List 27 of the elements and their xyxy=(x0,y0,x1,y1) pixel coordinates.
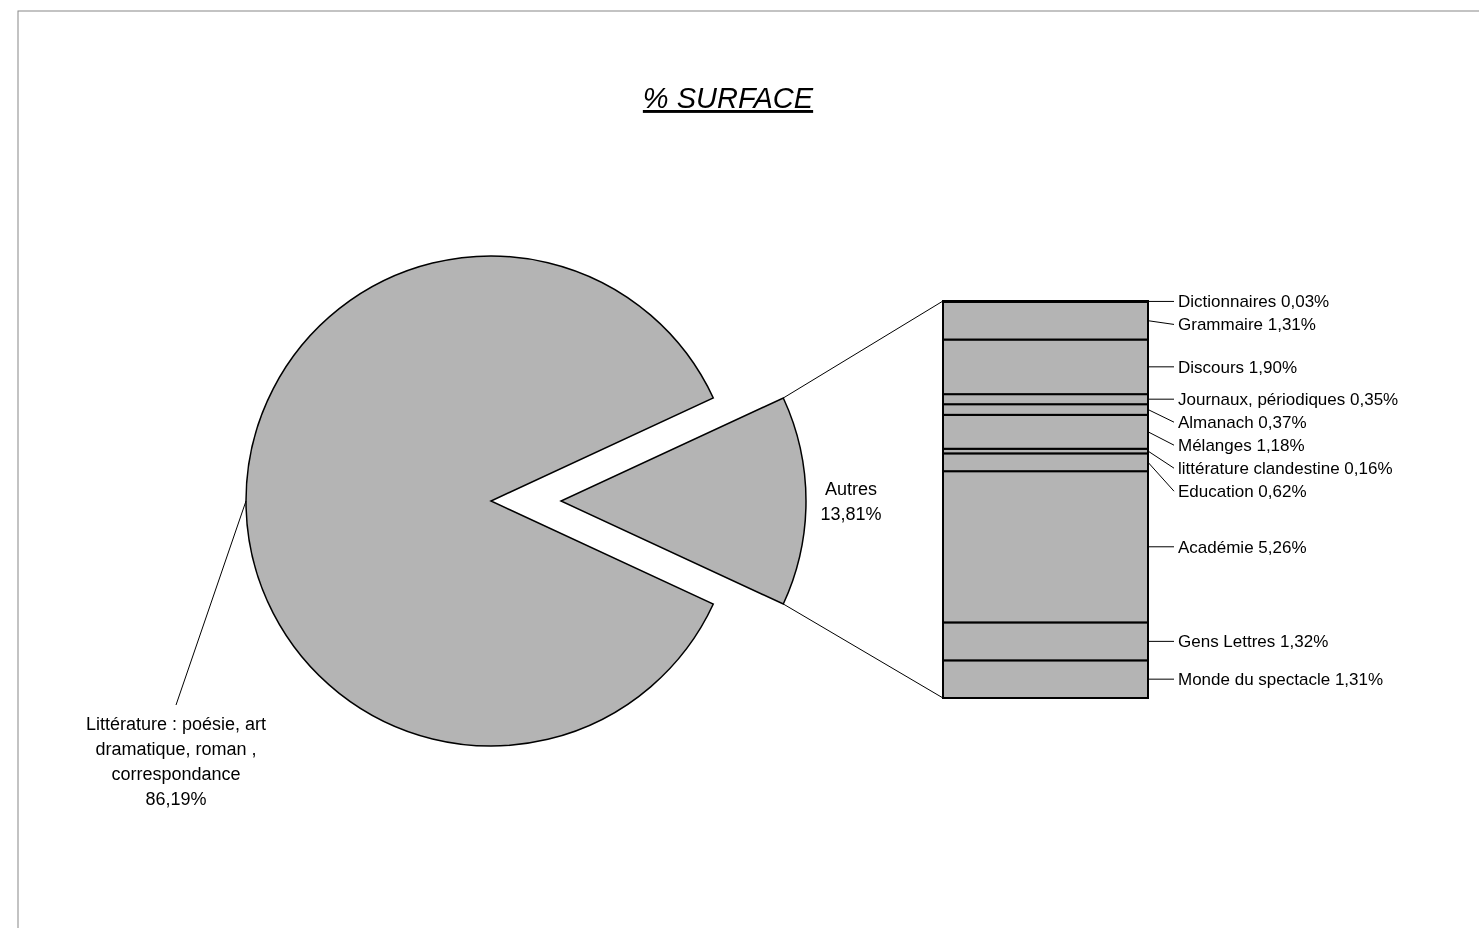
legend-label: Grammaire xyxy=(1178,315,1264,335)
text: Académie xyxy=(1178,537,1254,557)
data-label: 86,19% xyxy=(145,789,207,809)
text: Journaux, périodiques xyxy=(1178,390,1346,410)
data-label: 5,26% xyxy=(1258,537,1307,557)
text: % SURFACE xyxy=(642,82,814,114)
legend-label: Almanach xyxy=(1178,413,1254,433)
data-label: 1,90% xyxy=(1248,357,1298,377)
text: Monde du spectacle xyxy=(1178,670,1331,690)
category-label: Littérature : poésie, art dramatique, roman , correspondance xyxy=(85,714,267,784)
data-label: 13,81% xyxy=(820,504,882,524)
text: Education xyxy=(1178,482,1254,502)
data-label: 1,32% xyxy=(1280,632,1329,652)
data-label: 1,31% xyxy=(1267,315,1316,335)
data-label: 1,18% xyxy=(1256,436,1305,456)
text: Dictionnaires xyxy=(1178,292,1277,312)
legend-label: littérature clandestine xyxy=(1178,459,1340,479)
data-label: 0,37% xyxy=(1258,413,1307,433)
data-label: 0,03% xyxy=(1281,292,1330,312)
data-label: 0,35% xyxy=(1350,390,1399,410)
data-label: 0,16% xyxy=(1344,459,1393,479)
text: Discours xyxy=(1178,357,1245,377)
category-label: Autres xyxy=(824,479,878,499)
legend-label: Mélanges xyxy=(1178,436,1252,456)
data-label: 0,62% xyxy=(1258,482,1307,502)
data-label: 1,31% xyxy=(1334,670,1384,690)
text: Gens Lettres xyxy=(1178,632,1276,652)
